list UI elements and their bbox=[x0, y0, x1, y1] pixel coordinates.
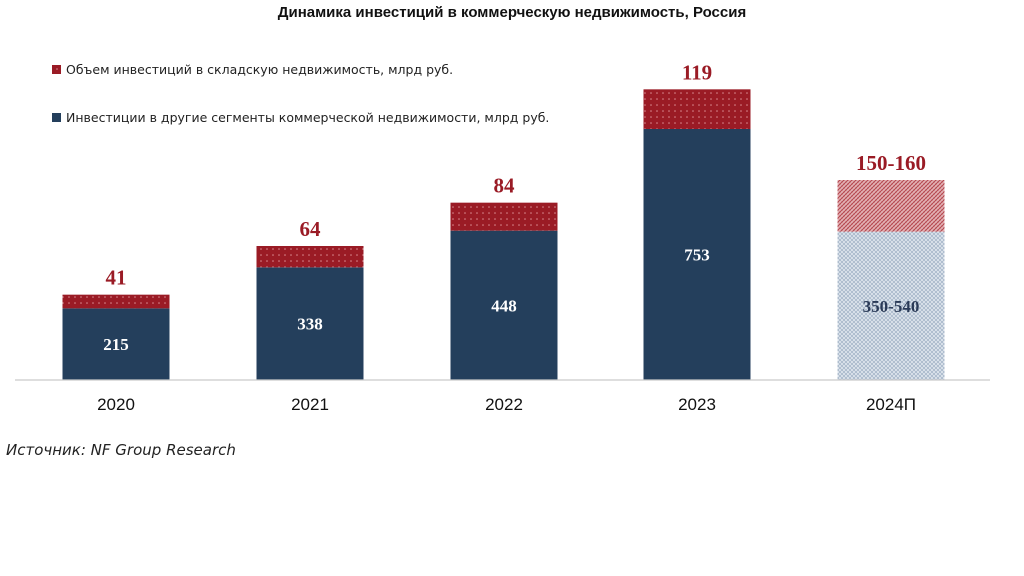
bar-other-segments-2024П bbox=[837, 231, 945, 380]
x-tick-2020: 2020 bbox=[97, 395, 135, 414]
x-tick-2023: 2023 bbox=[678, 395, 716, 414]
bar-warehouse-2023 bbox=[643, 89, 751, 129]
bar-other-segments-2023 bbox=[643, 129, 751, 380]
data-label-other-segments-2020: 215 bbox=[103, 335, 129, 354]
legend-item-other-segments-swatch bbox=[52, 113, 61, 122]
bar-warehouse-2022 bbox=[450, 202, 558, 231]
bar-warehouse-2020 bbox=[62, 294, 170, 309]
x-tick-2022: 2022 bbox=[485, 395, 523, 414]
x-axis-ticks: 2020 2021 2022 2023 2024П bbox=[97, 395, 916, 414]
data-label-warehouse-2022: 84 bbox=[494, 174, 516, 198]
data-label-other-segments-2021: 338 bbox=[297, 315, 323, 334]
data-label-warehouse-2020: 41 bbox=[106, 266, 127, 290]
data-label-other-segments-2022: 448 bbox=[491, 296, 517, 315]
legend-item-warehouse-swatch bbox=[52, 65, 61, 74]
legend-item-other-segments-label: Инвестиции в другие сегменты коммерческо… bbox=[66, 110, 549, 125]
bars-layer: 215 41 338 64 448 84 753 119 350-540 150-160 bbox=[62, 60, 945, 380]
bar-other-segments-2021 bbox=[256, 267, 364, 380]
data-label-other-segments-2023: 753 bbox=[684, 246, 710, 265]
legend: Объем инвестиций в складскую недвижимост… bbox=[52, 62, 549, 125]
source-note: Источник: NF Group Research bbox=[6, 441, 236, 459]
legend-item-warehouse-label: Объем инвестиций в складскую недвижимост… bbox=[66, 62, 453, 77]
x-tick-2024П: 2024П bbox=[866, 395, 916, 414]
data-label-warehouse-2021: 64 bbox=[300, 217, 322, 241]
bar-other-segments-2020 bbox=[62, 308, 170, 380]
bar-warehouse-2021 bbox=[256, 246, 364, 268]
bar-warehouse-2024П bbox=[837, 180, 945, 232]
data-label-warehouse-2024П: 150-160 bbox=[856, 151, 926, 175]
data-label-warehouse-2023: 119 bbox=[682, 60, 712, 84]
chart-title: Динамика инвестиций в коммерческую недви… bbox=[277, 4, 747, 21]
data-label-other-segments-2024П: 350-540 bbox=[863, 297, 920, 316]
x-tick-2021: 2021 bbox=[291, 395, 329, 414]
bar-other-segments-2022 bbox=[450, 230, 558, 380]
